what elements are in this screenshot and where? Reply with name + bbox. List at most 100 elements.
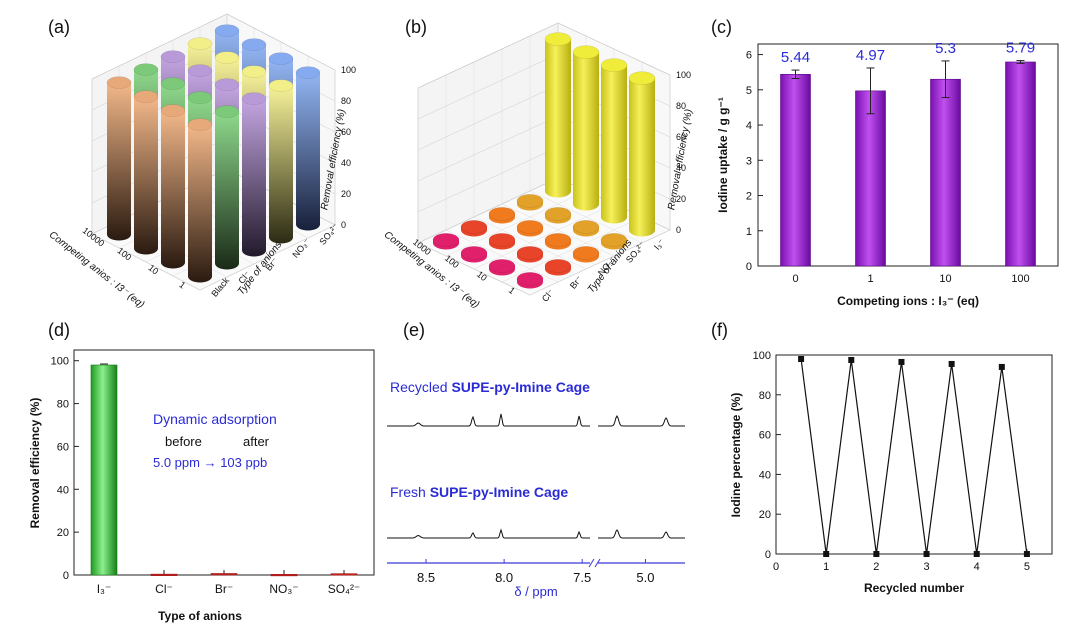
x-tick-label: Br⁻ <box>215 582 233 596</box>
panel-f-ylabel: Iodine percentage (%) <box>729 393 743 518</box>
panel-label-e: (e) <box>403 320 425 340</box>
panel-f-xlabel: Recycled number <box>864 581 964 595</box>
bar-top <box>600 233 628 247</box>
y-tick-label: 10 <box>475 269 489 283</box>
nmr-trace <box>387 528 590 539</box>
z-tick-label: 20 <box>341 189 351 199</box>
bar-3d <box>516 246 544 263</box>
bar <box>210 573 238 576</box>
data-label: 5.79 <box>1006 40 1035 57</box>
data-point <box>873 551 880 557</box>
bar-top <box>268 79 294 92</box>
y-tick-label: 80 <box>759 390 771 402</box>
bar-3d <box>572 45 600 211</box>
bar-3d <box>295 66 321 231</box>
panel-e-trace-label-recycled: Recycled SUPE-py-Imine Cage <box>390 379 590 395</box>
bar-top <box>516 220 544 234</box>
bar-top <box>572 45 600 59</box>
bar <box>780 74 811 267</box>
bar-3d <box>460 220 488 237</box>
data-label: 4.97 <box>856 47 885 64</box>
z-tick-label: 20 <box>676 194 686 204</box>
bar-3d <box>160 104 186 269</box>
y-tick-label: 3 <box>746 155 752 167</box>
panel-c-xlabel: Competing ions : I₃⁻ (eq) <box>837 294 979 308</box>
bar-3d <box>460 246 488 263</box>
bar-top <box>133 63 159 76</box>
bar-top <box>160 104 186 117</box>
x-tick-label: 10 <box>939 273 951 285</box>
bar-body <box>161 110 185 269</box>
z-tick-label: 0 <box>341 220 346 230</box>
bar-body <box>269 85 293 244</box>
bar-top <box>544 32 572 46</box>
bar <box>930 78 961 267</box>
x-tick-label: 4 <box>974 561 980 573</box>
bar-top <box>516 194 544 208</box>
panel-d-xlabel: Type of anions <box>158 609 242 623</box>
y-tick-label: 40 <box>759 469 771 481</box>
bar <box>150 573 178 576</box>
x-tick-label: Cl⁻ <box>155 582 173 596</box>
bar-3d <box>488 207 516 224</box>
bar-top <box>544 207 572 221</box>
bar-top <box>460 220 488 234</box>
x-tick-label: I₃⁻ <box>97 582 112 596</box>
bar-3d <box>187 118 213 283</box>
bar-body <box>296 72 320 231</box>
bar-3d <box>488 233 516 250</box>
z-tick-label: 100 <box>341 65 356 75</box>
data-point <box>1023 551 1030 557</box>
bar-top <box>572 246 600 260</box>
axis-break <box>588 558 595 568</box>
nmr-trace <box>387 413 590 427</box>
panel-f-ticks: 0 20 40 60 80 100 0 1 2 3 4 5 <box>753 350 1030 573</box>
bar <box>90 364 118 576</box>
bar-top <box>241 38 267 51</box>
panel-d-annotation-line: 5.0 ppm → 103 ppb <box>153 455 267 470</box>
bar-top <box>488 259 516 273</box>
bar-top <box>516 246 544 260</box>
z-tick-label: 80 <box>676 101 686 111</box>
y-tick-label: 100 <box>753 350 771 362</box>
y-tick-label: 80 <box>57 399 69 411</box>
panel-f-series <box>798 355 1030 557</box>
bar-top <box>214 24 240 37</box>
bar-3d <box>572 246 600 263</box>
bar-body <box>573 52 599 211</box>
bar-3d <box>241 92 267 257</box>
y-tick-label: 20 <box>57 527 69 539</box>
panel-b-bars <box>432 32 656 289</box>
data-point <box>848 356 855 363</box>
bar-body <box>242 98 266 257</box>
y-tick-label: 10 <box>146 263 160 277</box>
bar-3d <box>628 71 656 237</box>
bar-top <box>488 207 516 221</box>
x-tick-label: 5.0 <box>636 570 654 585</box>
bar <box>330 573 358 576</box>
bar-top <box>133 90 159 103</box>
z-tick-label: 60 <box>676 132 686 142</box>
y-tick-label: 20 <box>759 509 771 521</box>
x-tick-label: 2 <box>873 561 879 573</box>
bar-3d <box>106 76 132 241</box>
z-tick-label: 0 <box>676 225 681 235</box>
bar-top <box>241 65 267 78</box>
bar-3d <box>133 90 159 255</box>
bar-top <box>544 259 572 273</box>
x-tick-label: 0 <box>792 273 798 285</box>
y-tick-label: 1 <box>507 285 517 296</box>
panel-d-ticks: 0 20 40 60 80 100 I₃⁻ Cl⁻ Br⁻ NO₃⁻ SO₄²⁻ <box>51 356 361 596</box>
bar-3d <box>516 272 544 289</box>
bar-top <box>544 233 572 247</box>
panel-c-bars: 5.44 4.97 5.3 5.79 <box>780 40 1036 267</box>
y-tick-label: 60 <box>57 441 69 453</box>
panel-e-chart: Recycled SUPE-py-Imine Cage Fresh SUPE-p… <box>387 379 685 599</box>
y-tick-label: 40 <box>57 484 69 496</box>
bar-top <box>628 71 656 85</box>
x-tick-label: 1 <box>867 273 873 285</box>
panel-d-chart: 0 20 40 60 80 100 I₃⁻ Cl⁻ Br⁻ NO₃⁻ SO₄²⁻ Dynamic a… <box>28 349 375 623</box>
y-tick-label: 1 <box>746 226 752 238</box>
